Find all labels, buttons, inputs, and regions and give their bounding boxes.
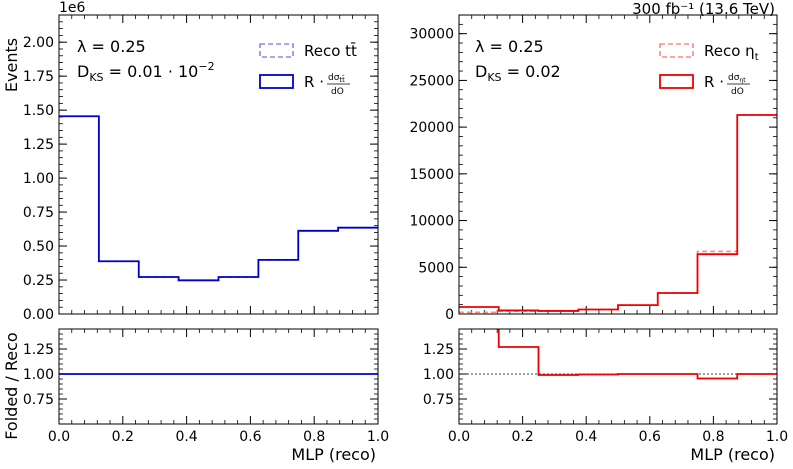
right-main-frame (458, 14, 778, 315)
ytick-label: 0.00 (23, 307, 54, 323)
ytick-label: 1.25 (23, 342, 54, 358)
xtick-label: 0.2 (511, 429, 533, 445)
right-ratio-frame (458, 328, 778, 425)
dks-sub: KS (487, 71, 501, 84)
ytick-label: 1.25 (23, 137, 54, 153)
ytick-label: 1.25 (423, 342, 454, 358)
left-main-lambda: λ = 0.25 (77, 37, 146, 56)
legend-reco-label: Reco ηt (704, 42, 759, 63)
left-main-frame (58, 14, 379, 315)
xtick-label: 1.0 (367, 429, 389, 445)
xtick-label: 0.8 (702, 429, 724, 445)
legend-folded-den: dO (331, 87, 344, 97)
num: dσ (328, 73, 340, 83)
right-main-dks: DKS = 0.02 (475, 62, 561, 84)
right-main-lambda: λ = 0.25 (475, 37, 544, 56)
left-main-reco-series (59, 115, 378, 282)
xtick-label: 0.6 (639, 429, 661, 445)
legend-folded-num: dσηt (728, 73, 746, 84)
left-ratio-ticks (58, 328, 379, 425)
left-main-folded-series (59, 115, 378, 282)
legend-folded-den: dO (731, 87, 744, 97)
xtick-label: 0.0 (48, 429, 70, 445)
reco-text: Reco η (704, 42, 755, 60)
left-ratio-panel: 0.75 1.00 1.25 0.0 0.2 0.4 0.6 0.8 1.0 MLP (rec… (23, 328, 389, 464)
right-xlabel: MLP (reco) (690, 445, 775, 464)
right-legend: Reco ηt R · dσηt dO (659, 42, 759, 97)
xtick-label: 0.0 (448, 429, 470, 445)
legend-folded-label: R · (704, 73, 724, 91)
ytick-label: 0.25 (23, 273, 54, 289)
dks-d: D (475, 62, 487, 81)
dks-exp: −2 (198, 60, 214, 73)
right-ratio-series (497, 329, 777, 380)
dks-sub: KS (89, 71, 103, 84)
ytick-label: 25000 (409, 73, 454, 89)
legend-folded-num: dσtt̄ (328, 73, 345, 84)
legend-folded-swatch (259, 74, 294, 89)
ytick-label: 0 (445, 307, 454, 323)
left-ratio-ytick-labels: 0.75 1.00 1.25 (23, 342, 54, 408)
left-main-offset-label: 1e6 (59, 0, 86, 16)
legend-folded-swatch (659, 74, 694, 89)
ytick-label: 0.75 (423, 392, 454, 408)
left-xlabel: MLP (reco) (291, 445, 376, 464)
ytick-label: 1.00 (23, 171, 54, 187)
dks-value: = 0.01 · 10 (104, 62, 199, 81)
ytick-label: 15000 (409, 167, 454, 183)
ytick-label: 1.00 (423, 367, 454, 383)
ratio-ylabel: Folded / Reco (2, 332, 21, 439)
num-sub: ηt (739, 77, 746, 84)
ytick-label: 0.50 (23, 239, 54, 255)
right-ratio-xtick-labels: 0.0 0.2 0.4 0.6 0.8 1.0 (448, 429, 788, 445)
right-main-ytick-labels: 0 5000 10000 15000 20000 25000 30000 (409, 27, 454, 323)
legend-reco-swatch (659, 43, 694, 58)
main-ylabel: Events (2, 38, 21, 92)
right-ratio-panel: 0.75 1.00 1.25 0.0 0.2 0.4 0.6 0.8 1.0 MLP (rec… (423, 328, 788, 464)
reco-sub: t (755, 52, 759, 63)
xtick-label: 0.6 (239, 429, 261, 445)
ytick-label: 0.75 (23, 392, 54, 408)
luminosity-label: 300 fb⁻¹ (13.6 TeV) (632, 0, 775, 18)
xtick-label: 0.4 (175, 429, 197, 445)
ytick-label: 2.00 (23, 35, 54, 51)
ytick-label: 5000 (418, 260, 454, 276)
right-main-folded-series (459, 114, 777, 312)
ytick-label: 1.00 (23, 367, 54, 383)
left-ratio-frame (58, 328, 379, 425)
ytick-label: 30000 (409, 27, 454, 43)
num-sub: tt̄ (339, 75, 345, 84)
right-main-reco-series (459, 114, 777, 314)
left-main-ticks (58, 14, 379, 315)
dks-d: D (77, 62, 89, 81)
ytick-label: 0.75 (23, 205, 54, 221)
right-ratio-ticks (458, 328, 778, 425)
legend-folded-label: R · (304, 73, 324, 91)
left-main-panel: 0.00 0.25 0.50 0.75 1.00 1.25 1.50 1.75 2.00 1e6… (23, 0, 379, 323)
xtick-label: 1.0 (766, 429, 788, 445)
left-legend: Reco tt̄ R · dσtt̄ dO (259, 41, 357, 97)
left-ratio-xtick-labels: 0.0 0.2 0.4 0.6 0.8 1.0 (48, 429, 389, 445)
ytick-label: 10000 (409, 214, 454, 230)
left-main-dks: DKS = 0.01 · 10−2 (77, 60, 215, 84)
xtick-label: 0.2 (112, 429, 134, 445)
xtick-label: 0.4 (575, 429, 597, 445)
ytick-label: 1.75 (23, 69, 54, 85)
ytick-label: 20000 (409, 120, 454, 136)
xtick-label: 0.8 (303, 429, 325, 445)
num: dσ (728, 73, 740, 83)
legend-reco-swatch (259, 43, 294, 58)
right-ratio-ytick-labels: 0.75 1.00 1.25 (423, 342, 454, 408)
dks-value: = 0.02 (502, 62, 561, 81)
legend-reco-label: Reco tt̄ (304, 41, 357, 60)
ytick-label: 1.50 (23, 103, 54, 119)
left-main-ytick-labels: 0.00 0.25 0.50 0.75 1.00 1.25 1.50 1.75 2.00 (23, 35, 54, 323)
